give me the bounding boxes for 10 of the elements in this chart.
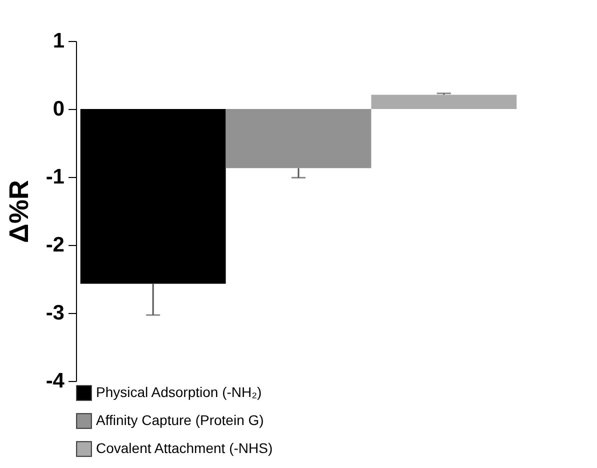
y-tick-label: 0 — [52, 98, 64, 120]
y-tick-label: -2 — [46, 234, 64, 256]
y-tick-label: -3 — [46, 302, 64, 324]
y-tick-label: -1 — [46, 166, 65, 188]
y-axis-title: Δ%R — [4, 180, 34, 243]
legend-label: Physical Adsorption (-NH₂) — [96, 384, 262, 400]
y-tick-label: 1 — [52, 30, 65, 52]
y-tick-label: -4 — [46, 370, 65, 392]
legend-label: Covalent Attachment (-NHS) — [96, 440, 273, 456]
legend-label: Affinity Capture (Protein G) — [96, 412, 264, 428]
